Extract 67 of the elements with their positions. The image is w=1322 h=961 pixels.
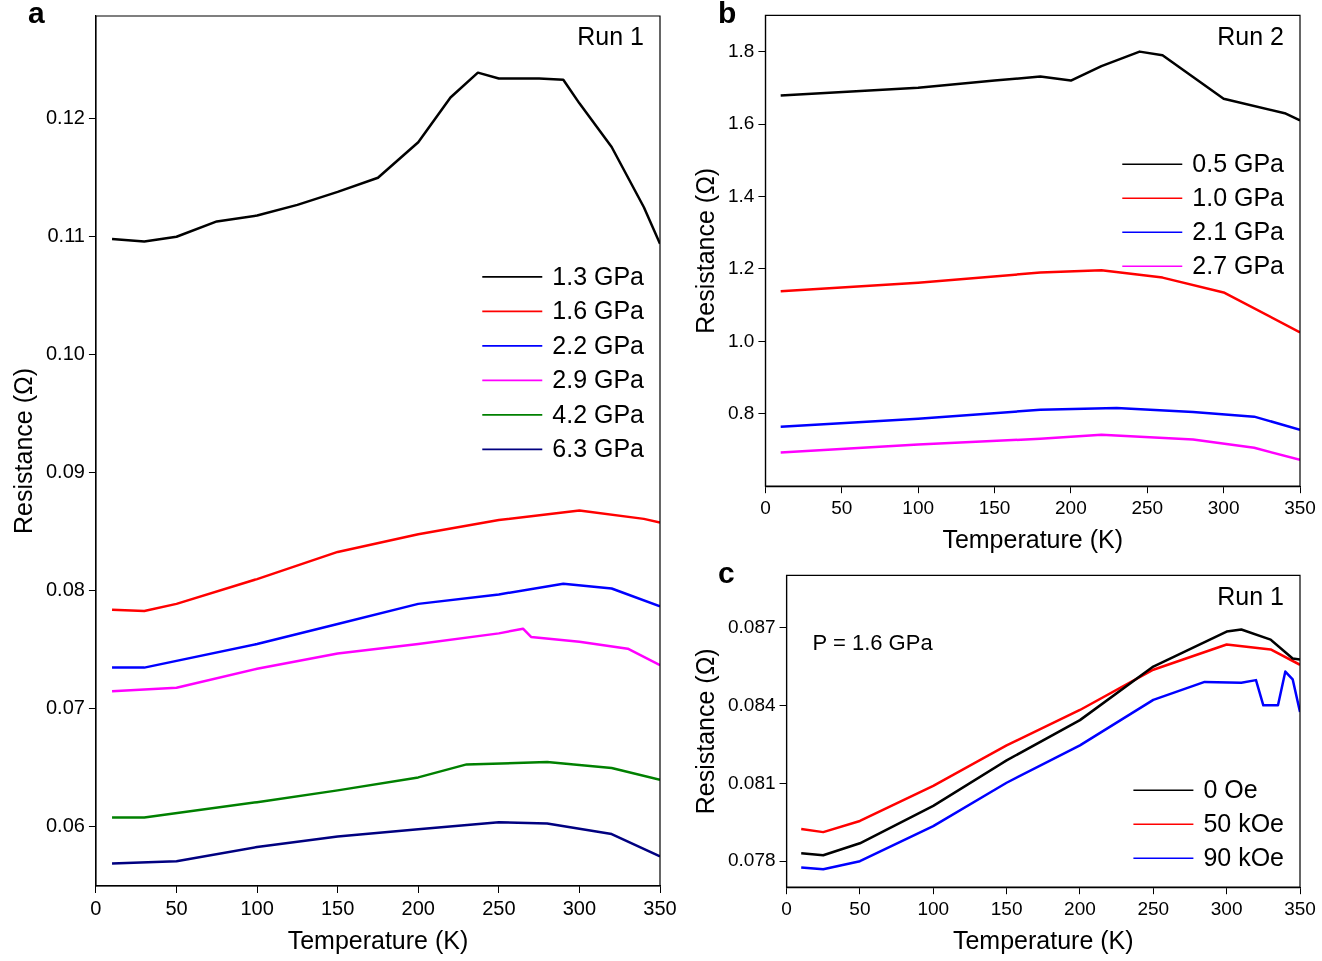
annotation: Run 2: [1217, 21, 1284, 50]
x-axis-title: Temperature (K): [942, 524, 1124, 553]
x-tick-label: 100: [902, 496, 934, 518]
annotation: P = 1.6 GPa: [812, 630, 934, 656]
legend-label: 6.3 GPa: [552, 434, 645, 463]
legend-label: 1.3 GPa: [552, 261, 645, 290]
x-tick-label: 100: [240, 896, 274, 919]
x-tick-label: 350: [1284, 897, 1316, 919]
y-tick-label: 1.4: [727, 184, 755, 206]
y-tick-label: 1.6: [727, 112, 755, 134]
legend-label: 2.9 GPa: [552, 365, 645, 394]
text: c: [718, 556, 735, 590]
annotation: Run 1: [1217, 581, 1284, 610]
x-tick-label: 200: [1064, 897, 1096, 919]
y-tick-label: 0.084: [728, 693, 776, 715]
legend-label: 1.6 GPa: [552, 296, 645, 325]
legend-label: 2.7 GPa: [1192, 251, 1285, 280]
y-tick-label: 0.087: [728, 615, 776, 637]
y-tick-label: 0.08: [45, 578, 85, 601]
x-tick-label: 0: [760, 496, 771, 518]
x-tick-label: 100: [917, 897, 950, 919]
x-tick-label: 50: [165, 896, 188, 919]
text: b: [718, 0, 737, 30]
legend-label: 4.2 GPa: [552, 399, 645, 428]
y-tick-label: 0.078: [728, 849, 776, 871]
x-tick-label: 50: [831, 496, 853, 518]
x-tick-label: 300: [1210, 897, 1243, 919]
legend-label: 2.2 GPa: [552, 330, 645, 359]
y-tick-label: 0.081: [728, 771, 776, 793]
y-tick-label: 0.09: [45, 460, 85, 483]
legend-label: 1.0 GPa: [1192, 183, 1285, 212]
y-tick-label: 0.12: [45, 106, 85, 129]
x-tick-label: 200: [401, 896, 435, 919]
x-axis-title: Temperature (K): [287, 925, 469, 954]
annotation: Run 1: [577, 22, 644, 51]
legend-label: 0 Oe: [1203, 775, 1258, 804]
legend-label: 0.5 GPa: [1192, 149, 1285, 178]
legend-label: 2.1 GPa: [1192, 217, 1285, 246]
y-axis-title: Resistance (Ω): [690, 167, 719, 334]
y-tick-label: 0.06: [45, 814, 85, 837]
y-axis-title: Resistance (Ω): [690, 648, 719, 815]
legend-label: 90 kOe: [1203, 843, 1285, 872]
x-tick-label: 150: [990, 897, 1023, 919]
x-tick-label: 200: [1055, 496, 1087, 518]
y-tick-label: 0.07: [45, 696, 85, 719]
x-tick-label: 150: [320, 896, 355, 919]
legend-label: 50 kOe: [1203, 809, 1285, 838]
text: a: [28, 0, 45, 30]
y-tick-label: 1.8: [727, 39, 755, 61]
y-tick-label: 0.10: [45, 342, 85, 365]
y-tick-label: 0.8: [727, 402, 755, 423]
x-tick-label: 350: [1284, 496, 1316, 518]
y-tick-label: 1.2: [727, 257, 755, 279]
x-tick-label: 150: [978, 496, 1011, 518]
x-tick-label: 0: [90, 896, 102, 919]
y-tick-label: 1.0: [727, 329, 755, 351]
x-tick-label: 250: [1137, 897, 1170, 919]
y-axis-title: Resistance (Ω): [8, 368, 37, 534]
x-axis-title: Temperature (K): [952, 925, 1134, 954]
x-tick-label: 250: [482, 896, 516, 919]
x-tick-label: 350: [643, 896, 677, 919]
x-tick-label: 50: [849, 897, 871, 919]
x-tick-label: 250: [1131, 496, 1164, 518]
x-tick-label: 300: [562, 896, 597, 919]
y-tick-label: 0.11: [47, 224, 85, 247]
x-tick-label: 0: [781, 897, 792, 919]
x-tick-label: 300: [1207, 496, 1240, 518]
